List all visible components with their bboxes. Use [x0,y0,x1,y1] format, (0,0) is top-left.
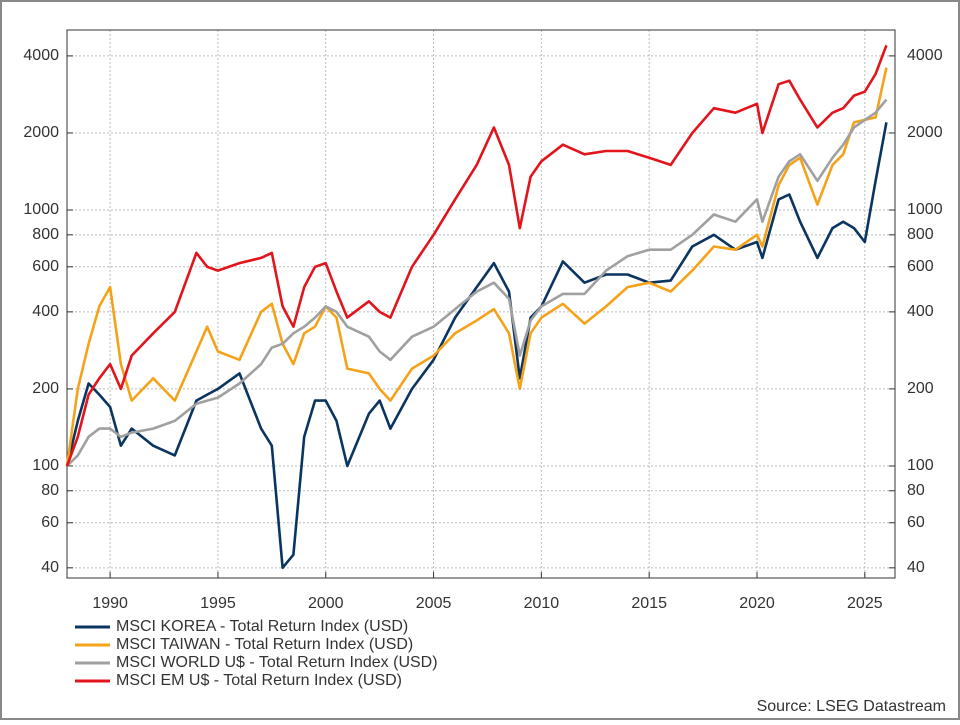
x-tick-label: 1995 [200,595,236,612]
y2-tick-label: 4000 [907,47,943,64]
legend-label: MSCI TAIWAN - Total Return Index (USD) [116,636,413,653]
y-tick-label: 100 [32,457,59,474]
source: Source: LSEG Datastream [757,698,946,715]
y-tick-label: 80 [41,482,59,499]
series-line [65,44,888,467]
legend-label: MSCI EM U$ - Total Return Index (USD) [116,672,402,689]
y-tick-label: 1000 [23,201,59,218]
x-tick-label: 2020 [739,595,775,612]
x-tick-label: 2000 [308,595,344,612]
y2-tick-label: 800 [907,226,934,243]
y2-tick-label: 600 [907,258,934,275]
x-tick-label: 2025 [847,595,883,612]
series-line [66,98,888,467]
y2-tick-label: 80 [907,482,925,499]
y-tick-label: 40 [41,559,59,576]
y-tick-label: 400 [32,303,59,320]
series-line [65,67,888,467]
x-tick-label: 2015 [631,595,667,612]
y2-tick-label: 100 [907,457,934,474]
y-tick-label: 2000 [23,124,59,141]
y-tick-label: 200 [32,380,59,397]
x-tick-label: 1990 [92,595,128,612]
x-tick-label: 2005 [416,595,452,612]
plot-border [66,29,896,579]
legend-label: MSCI WORLD U$ - Total Return Index (USD) [116,654,438,671]
y-tick-label: 4000 [23,47,59,64]
y-tick-label: 800 [32,226,59,243]
y2-tick-label: 2000 [907,124,943,141]
y2-tick-label: 40 [907,559,925,576]
y-tick-label: 600 [32,258,59,275]
y2-tick-label: 200 [907,380,934,397]
series-line [65,122,888,570]
y2-tick-label: 400 [907,303,934,320]
y2-tick-label: 1000 [907,201,943,218]
y2-tick-label: 60 [907,514,925,531]
x-tick-label: 2010 [524,595,560,612]
y-tick-label: 60 [41,514,59,531]
legend-label: MSCI KOREA - Total Return Index (USD) [116,618,408,635]
